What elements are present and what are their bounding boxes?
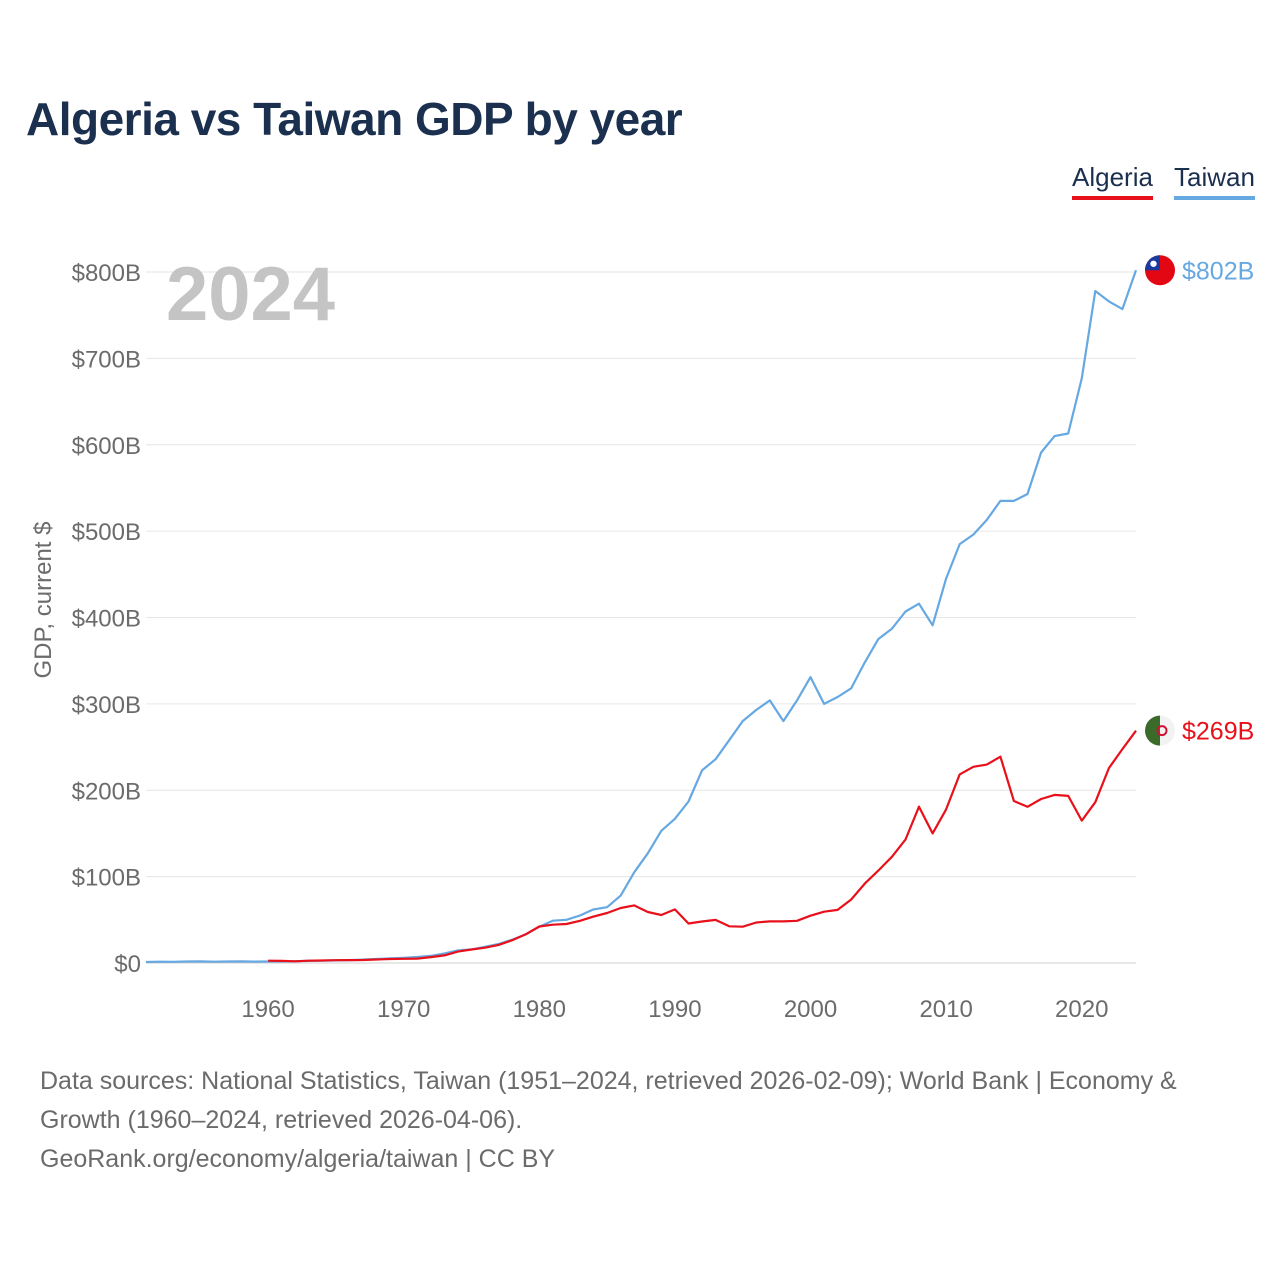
- flag-green-half: [1145, 715, 1160, 746]
- y-tick-label: $0: [114, 951, 141, 978]
- legend-item-taiwan[interactable]: Taiwan: [1174, 160, 1255, 200]
- x-tick-label: 2010: [919, 996, 972, 1023]
- legend-item-algeria[interactable]: Algeria: [1072, 160, 1153, 200]
- x-tick-label: 1960: [241, 996, 294, 1023]
- y-tick-label: $100B: [72, 865, 141, 892]
- attribution-link[interactable]: GeoRank.org/economy/algeria/taiwan | CC …: [40, 1145, 556, 1173]
- x-tick-label: 1970: [377, 996, 430, 1023]
- y-axis-ticks: $0 $100B $200B $300B $400B $500B $600B $700B $80…: [72, 260, 141, 978]
- series-line-algeria: [268, 730, 1137, 963]
- algeria-flag-icon: [1145, 715, 1175, 746]
- taiwan-flag-icon: [1145, 255, 1175, 286]
- end-value-label-taiwan: $802B: [1182, 257, 1254, 285]
- x-axis-ticks: 1960 1970 1980 1990 2000 2010 2020: [241, 996, 1108, 1023]
- year-watermark: 2024: [166, 252, 335, 337]
- x-tick-label: 2000: [784, 996, 837, 1023]
- data-sources: Data sources: National Statistics, Taiwa…: [40, 1067, 1177, 1134]
- x-tick-label: 1980: [513, 996, 566, 1023]
- grid-lines: [146, 271, 1136, 964]
- x-tick-label: 1990: [648, 996, 701, 1023]
- y-tick-label: $700B: [72, 346, 141, 373]
- y-axis-label: GDP, current $: [30, 522, 57, 679]
- y-tick-label: $800B: [72, 260, 141, 287]
- y-tick-label: $500B: [72, 519, 141, 546]
- flag-crescent: [1156, 725, 1168, 737]
- x-tick-label: 2020: [1055, 996, 1108, 1023]
- y-tick-label: $300B: [72, 692, 141, 719]
- y-tick-label: $200B: [72, 778, 141, 805]
- y-tick-label: $400B: [72, 606, 141, 633]
- series-end-labels: $802B $269B: [1145, 255, 1254, 746]
- chart-title: Algeria vs Taiwan GDP by year: [26, 93, 683, 145]
- series-lines: [145, 269, 1138, 964]
- line-chart: $0 $100B $200B $300B $400B $500B $600B $700B $80…: [30, 252, 1254, 1023]
- series-line-taiwan: [145, 269, 1138, 964]
- footer: Data sources: National Statistics, Taiwa…: [40, 1062, 1240, 1179]
- flag-sun: [1150, 260, 1157, 267]
- end-value-label-algeria: $269B: [1182, 718, 1254, 746]
- y-tick-label: $600B: [72, 433, 141, 460]
